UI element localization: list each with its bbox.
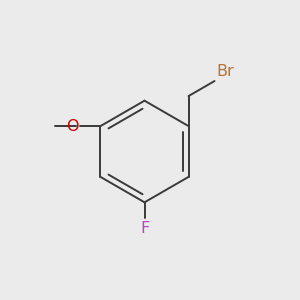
Text: O: O: [66, 118, 79, 134]
Text: F: F: [140, 221, 149, 236]
Text: Br: Br: [217, 64, 235, 79]
